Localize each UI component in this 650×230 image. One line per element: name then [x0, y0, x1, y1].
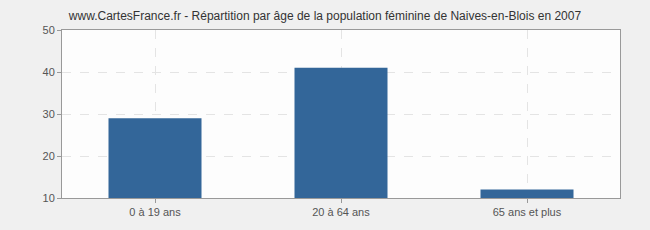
svg-text:10: 10: [43, 192, 55, 204]
svg-text:40: 40: [43, 66, 55, 78]
svg-text:50: 50: [43, 24, 55, 36]
svg-text:20: 20: [43, 150, 55, 162]
svg-text:www.CartesFrance.fr - Répartit: www.CartesFrance.fr - Répartition par âg…: [68, 9, 582, 23]
svg-text:0 à 19 ans: 0 à 19 ans: [129, 206, 181, 218]
svg-text:30: 30: [43, 108, 55, 120]
svg-text:65 ans et plus: 65 ans et plus: [493, 206, 562, 218]
svg-text:20 à 64 ans: 20 à 64 ans: [312, 206, 370, 218]
